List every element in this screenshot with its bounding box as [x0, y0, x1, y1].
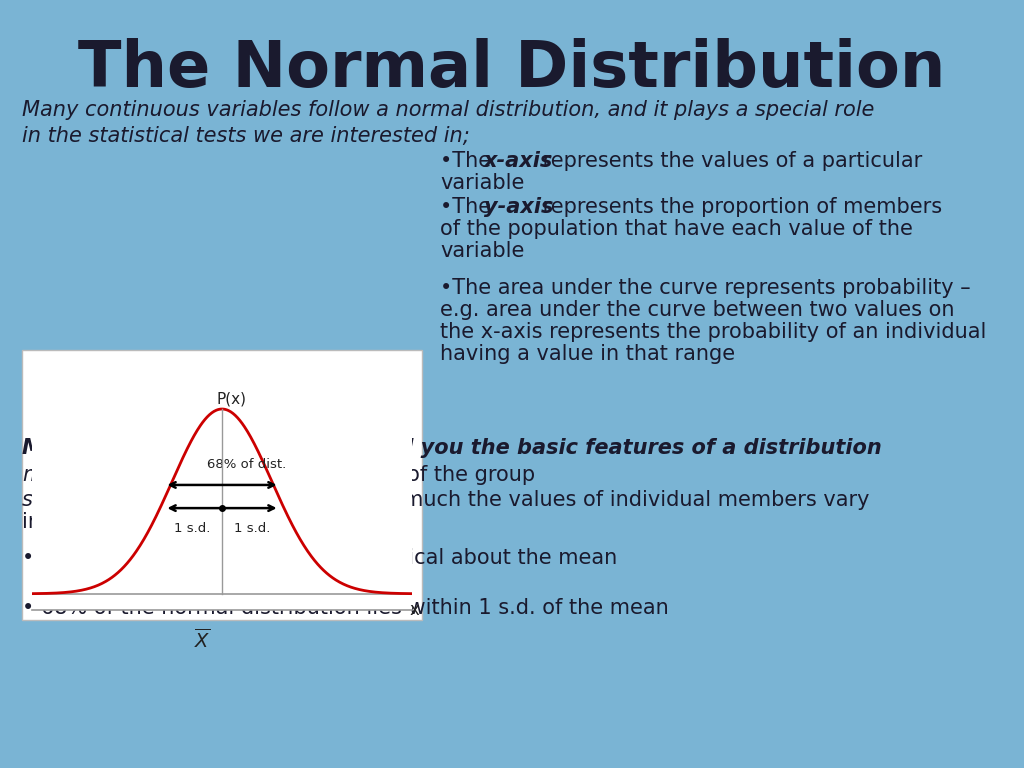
Text: of the population that have each value of the: of the population that have each value o…	[440, 219, 912, 239]
Text: the x-axis represents the probability of an individual: the x-axis represents the probability of…	[440, 322, 986, 342]
Text: P(x): P(x)	[217, 391, 247, 406]
Text: 1 s.d.: 1 s.d.	[233, 522, 270, 535]
Text: x: x	[410, 601, 420, 619]
Text: • The normal distribution is symmetrical about the mean: • The normal distribution is symmetrical…	[22, 548, 617, 568]
Text: • 68% of the normal distribution lies within 1 s.d. of the mean: • 68% of the normal distribution lies wi…	[22, 598, 669, 618]
Text: e.g. area under the curve between two values on: e.g. area under the curve between two va…	[440, 300, 954, 320]
Text: having a value in that range: having a value in that range	[440, 344, 735, 364]
Text: = average value of all members of the group: = average value of all members of the gr…	[56, 465, 535, 485]
Text: $\overline{X}$: $\overline{X}$	[194, 628, 210, 651]
Text: Many continuous variables follow a normal distribution, and it plays a special r: Many continuous variables follow a norma…	[22, 100, 874, 147]
Text: mean: mean	[22, 465, 81, 485]
Text: variable: variable	[440, 173, 524, 193]
Text: y-axis: y-axis	[483, 197, 553, 217]
Text: represents the values of a particular: represents the values of a particular	[536, 151, 922, 171]
Text: •The area under the curve represents probability –: •The area under the curve represents pro…	[440, 278, 971, 298]
Bar	[22, 350, 422, 620]
Text: 68% of dist.: 68% of dist.	[208, 458, 287, 471]
Text: 1 s.d.: 1 s.d.	[174, 522, 210, 535]
Text: x-axis: x-axis	[483, 151, 553, 171]
Text: represents the proportion of members: represents the proportion of members	[536, 197, 942, 217]
Text: Mean and standard deviation tell you the basic features of a distribution: Mean and standard deviation tell you the…	[22, 438, 882, 458]
Text: •The: •The	[440, 151, 498, 171]
Text: = a measure of how much the values of individual members vary: = a measure of how much the values of in…	[178, 490, 869, 510]
Text: The Normal Distribution: The Normal Distribution	[78, 38, 946, 100]
Text: in relation to the mean: in relation to the mean	[22, 512, 261, 532]
Text: standard deviation: standard deviation	[22, 490, 218, 510]
Text: •The: •The	[440, 197, 498, 217]
Text: variable: variable	[440, 241, 524, 261]
